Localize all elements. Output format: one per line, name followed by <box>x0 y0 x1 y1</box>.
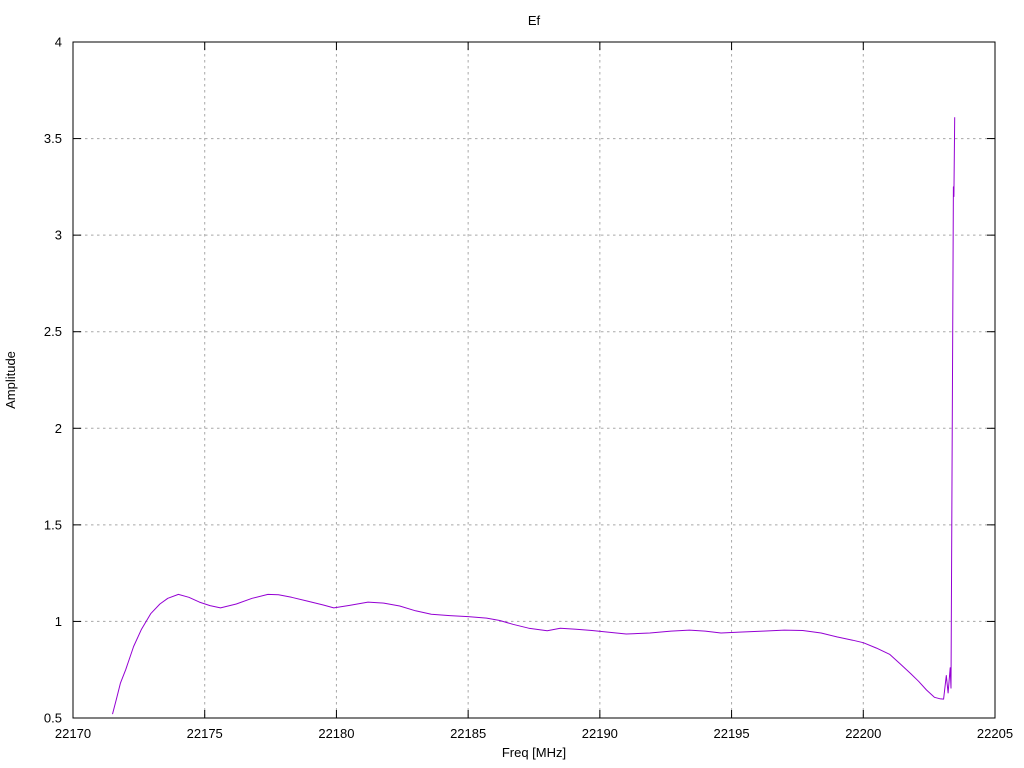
plot-border <box>72 41 996 719</box>
x-tick-label: 22170 <box>55 726 91 741</box>
y-tick-label: 1.5 <box>44 517 62 532</box>
y-tick-label: 0.5 <box>44 711 62 726</box>
x-tick-label: 22185 <box>450 726 486 741</box>
y-tick-label: 3 <box>55 228 62 243</box>
tick-layer <box>72 41 996 719</box>
y-tick-label: 4 <box>55 35 62 50</box>
y-tick-label: 3.5 <box>44 131 62 146</box>
x-tick-label: 22180 <box>318 726 354 741</box>
chart-title: Ef <box>528 13 541 28</box>
x-axis-label: Freq [MHz] <box>502 745 566 760</box>
series-line-Ef <box>112 117 956 715</box>
y-tick-label: 1 <box>55 614 62 629</box>
x-tick-label: 22200 <box>845 726 881 741</box>
tick-label-layer: 22170 22175 22180 22185 22190 22195 22200 22205… <box>44 35 1013 742</box>
y-tick-label: 2.5 <box>44 324 62 339</box>
x-tick-label: 22195 <box>713 726 749 741</box>
x-tick-label: 22205 <box>977 726 1013 741</box>
grid-layer <box>73 42 995 718</box>
x-tick-label: 22190 <box>582 726 618 741</box>
series-layer <box>112 117 956 715</box>
y-axis-label: Amplitude <box>3 351 18 409</box>
y-tick-label: 2 <box>55 421 62 436</box>
x-tick-label: 22175 <box>187 726 223 741</box>
